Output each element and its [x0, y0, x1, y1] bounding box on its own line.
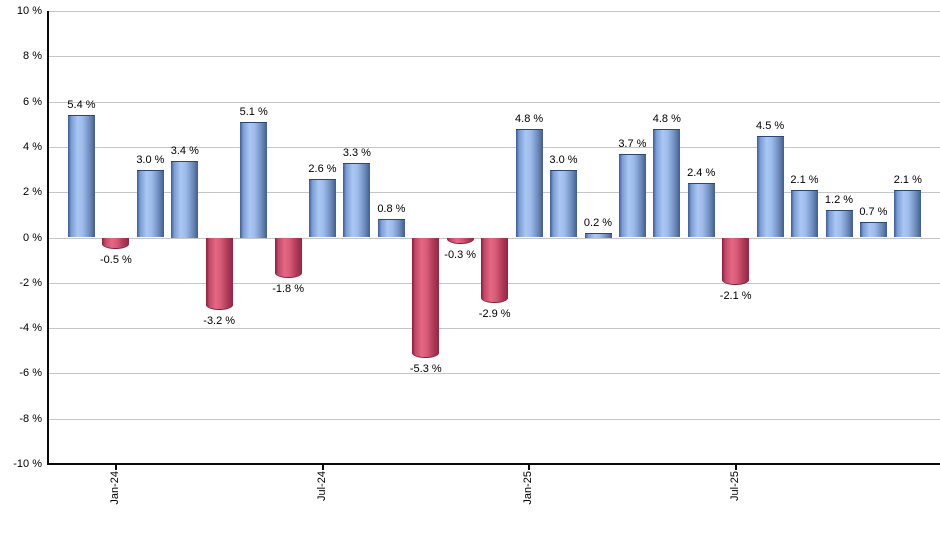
- y-axis-line: [47, 11, 49, 465]
- bar-value-label: 2.4 %: [687, 167, 716, 180]
- bar-value-label: 3.7 %: [618, 137, 647, 150]
- bar: [687, 183, 715, 238]
- x-axis-line: [47, 463, 940, 465]
- bar-value-label: 0.7 %: [859, 205, 888, 218]
- bar: [825, 210, 853, 238]
- x-axis-tick: [321, 465, 324, 470]
- bar-value-label: -0.3 %: [444, 249, 477, 262]
- x-axis-label: Jan-25: [522, 471, 535, 505]
- bar: [515, 128, 543, 238]
- bar: [481, 237, 509, 304]
- bar-value-label: 3.0 %: [549, 153, 578, 166]
- y-axis-label: 0 %: [23, 231, 42, 244]
- bar: [171, 160, 199, 238]
- gridline: [48, 192, 940, 194]
- bar-value-label: -2.9 %: [478, 308, 511, 321]
- bar: [102, 237, 130, 249]
- gridline: [48, 418, 940, 420]
- y-axis-label: -6 %: [19, 367, 42, 380]
- gridline: [48, 373, 940, 375]
- bar: [446, 237, 474, 245]
- bar: [653, 128, 681, 238]
- gridline: [48, 56, 940, 58]
- y-axis-label: -8 %: [19, 412, 42, 425]
- y-axis-label: -2 %: [19, 276, 42, 289]
- bar: [309, 178, 336, 238]
- bar-value-label: -0.5 %: [99, 253, 132, 266]
- bar: [791, 189, 818, 238]
- x-axis-tick: [528, 465, 531, 470]
- bar: [240, 122, 268, 238]
- bar: [136, 169, 164, 238]
- bar-value-label: 3.0 %: [136, 153, 165, 166]
- bar-value-label: 0.2 %: [583, 217, 613, 229]
- bar-value-label: -3.2 %: [203, 315, 236, 327]
- bar-value-label: 4.5 %: [756, 119, 785, 132]
- y-axis-label: -4 %: [19, 322, 42, 335]
- bar-value-label: 0.8 %: [377, 203, 406, 216]
- y-axis-label: 10 %: [16, 5, 42, 17]
- bar-value-label: 2.6 %: [308, 162, 337, 175]
- bar-value-label: 5.4 %: [67, 99, 96, 112]
- bar-value-label: 5.1 %: [239, 106, 268, 118]
- x-axis-label: Jul-25: [728, 471, 741, 501]
- bar: [894, 189, 922, 238]
- bar-value-label: 2.1 %: [790, 173, 819, 186]
- bar: [377, 219, 405, 238]
- x-axis-label: Jan-24: [108, 471, 121, 505]
- bar-value-label: 1.2 %: [824, 194, 854, 207]
- bar: [205, 237, 233, 310]
- bar: [343, 162, 371, 238]
- bar: [68, 115, 95, 238]
- gridline: [48, 11, 940, 12]
- bar-value-label: 3.4 %: [170, 144, 199, 157]
- x-axis-tick: [114, 465, 117, 470]
- y-axis-label: 6 %: [23, 95, 42, 108]
- x-axis-label: Jul-24: [315, 471, 328, 501]
- bar: [618, 153, 646, 238]
- gridline: [48, 101, 940, 103]
- bar-value-label: -2.1 %: [719, 290, 752, 303]
- bar-value-label: -5.3 %: [409, 362, 442, 375]
- y-axis-label: -10 %: [13, 458, 42, 470]
- bar-value-label: 4.8 %: [652, 112, 681, 125]
- bar: [756, 135, 784, 238]
- bar-value-label: -1.8 %: [272, 283, 304, 296]
- x-axis-tick: [734, 465, 737, 470]
- y-axis-label: 4 %: [23, 140, 42, 153]
- y-axis-label: 2 %: [23, 186, 42, 199]
- bar: [859, 221, 887, 238]
- bar: [274, 237, 302, 279]
- bar: [584, 233, 612, 238]
- bar-value-label: 2.1 %: [893, 173, 922, 186]
- gridline: [48, 328, 940, 330]
- bar-value-label: 4.8 %: [515, 112, 544, 125]
- bar-value-label: 3.3 %: [342, 146, 371, 159]
- gridline: [48, 146, 940, 148]
- bar: [722, 237, 750, 286]
- y-axis-label: 8 %: [23, 50, 42, 63]
- bar: [412, 237, 440, 358]
- bar: [550, 169, 577, 238]
